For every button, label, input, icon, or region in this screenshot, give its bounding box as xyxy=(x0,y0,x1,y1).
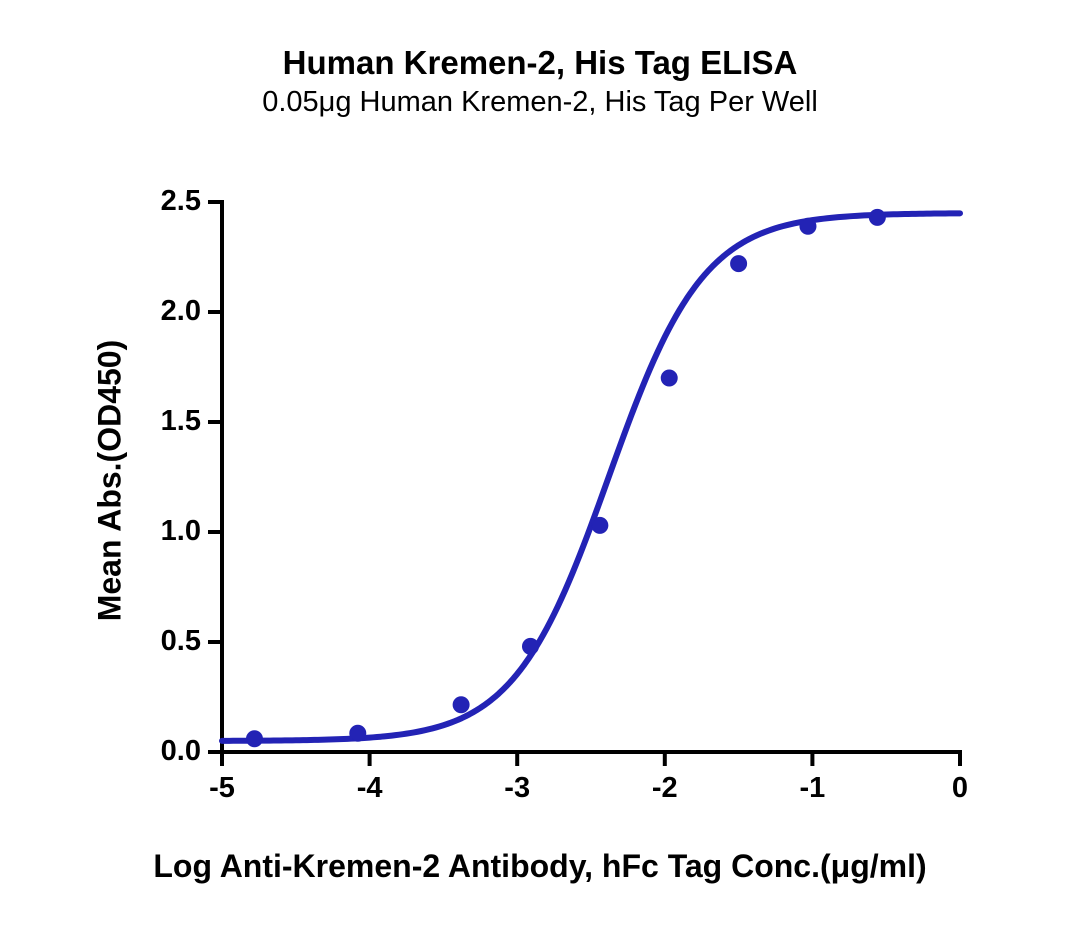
x-tick-label: -5 xyxy=(192,772,252,805)
y-tick-label: 2.5 xyxy=(146,185,201,218)
elisa-chart: Human Kremen-2, His Tag ELISA 0.05μg Hum… xyxy=(0,0,1080,934)
x-tick-label: -3 xyxy=(487,772,547,805)
y-tick-label: 1.0 xyxy=(146,515,201,548)
x-tick-label: -2 xyxy=(635,772,695,805)
y-tick-label: 0.5 xyxy=(146,625,201,658)
x-tick-label: -4 xyxy=(340,772,400,805)
y-tick-label: 1.5 xyxy=(146,405,201,438)
y-tick-label: 2.0 xyxy=(146,295,201,328)
x-tick-label: 0 xyxy=(930,772,990,805)
y-tick-label: 0.0 xyxy=(146,735,201,768)
x-tick-label: -1 xyxy=(782,772,842,805)
